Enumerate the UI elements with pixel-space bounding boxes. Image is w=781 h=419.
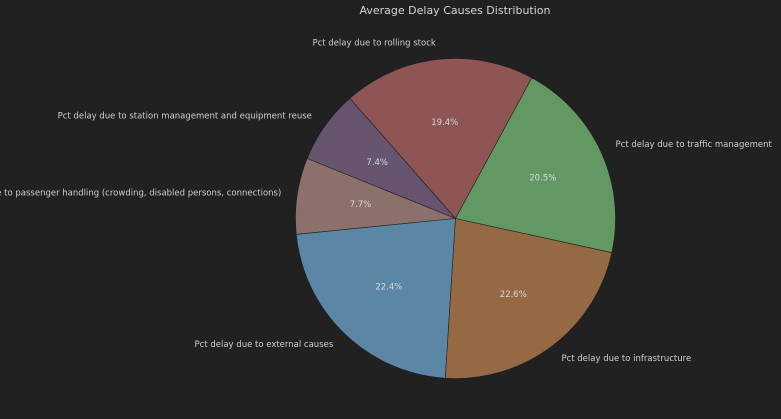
pie-slices — [295, 58, 616, 379]
percentage-label: 19.4% — [431, 118, 458, 128]
pie-slice — [444, 218, 613, 379]
percentage-label: 22.6% — [500, 290, 527, 300]
slice-label: Pct delay due to passenger handling (cro… — [0, 189, 281, 199]
slice-labels: Pct delay due to rolling stock Pct delay … — [0, 39, 772, 364]
percentage-label: 7.7% — [350, 200, 372, 210]
slice-label: Pct delay due to rolling stock — [312, 39, 435, 49]
slice-label: Pct delay due to infrastructure — [561, 354, 691, 364]
percentage-labels: 19.4% 7.4% 7.7% 22.4% 22.6% 20.5% — [350, 118, 557, 300]
pie-slice — [455, 77, 616, 253]
slice-label: Pct delay due to station management and … — [58, 112, 312, 122]
percentage-label: 20.5% — [529, 174, 556, 184]
chart-title: Average Delay Causes Distribution — [359, 4, 550, 17]
slice-label: Pct delay due to external causes — [195, 340, 334, 350]
percentage-label: 22.4% — [375, 283, 402, 293]
pie-slice — [295, 218, 456, 379]
percentage-label: 7.4% — [366, 158, 388, 168]
slice-label: Pct delay due to traffic management — [616, 140, 773, 150]
pie-slice — [349, 58, 533, 220]
